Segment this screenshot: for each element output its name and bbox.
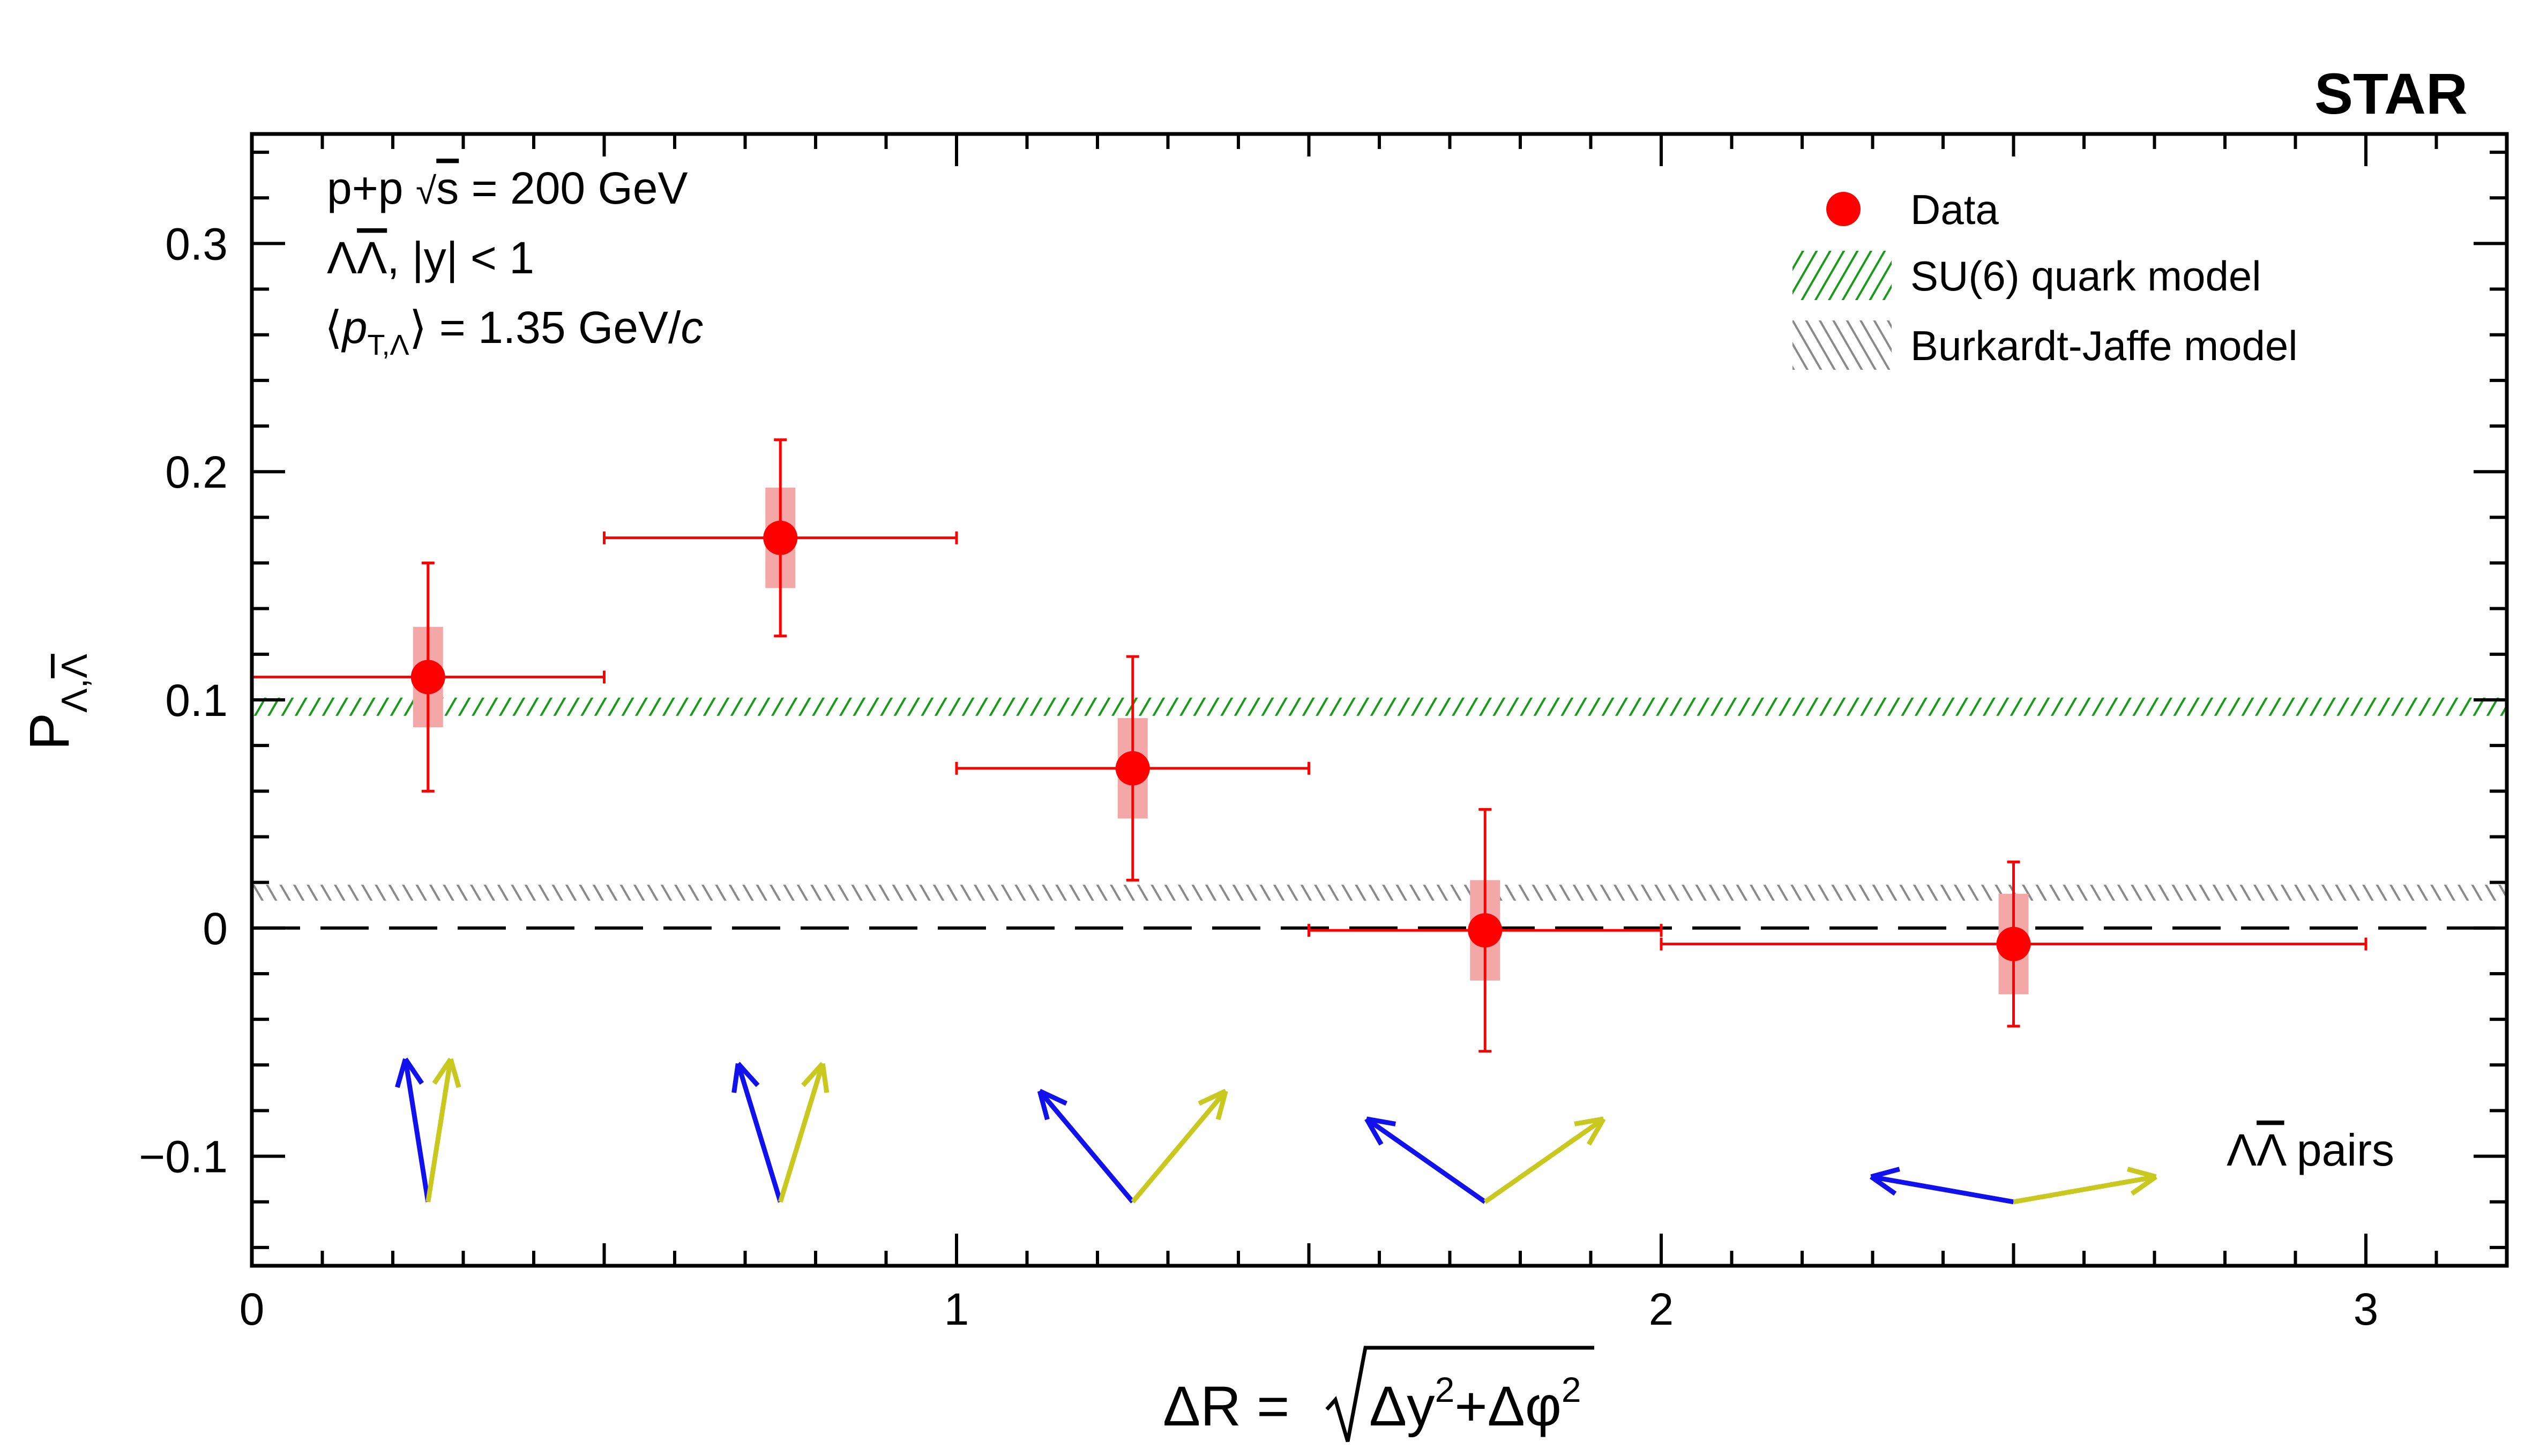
- data-point-1: [603, 438, 958, 638]
- lambda-arrow-2-head-0: [1039, 1088, 1067, 1106]
- legend-swatch-burkardt-jaffe: [1792, 320, 1892, 370]
- lambda-arrow-0-head-0: [403, 1057, 424, 1085]
- y-tick-label-4: 0.3: [165, 219, 228, 269]
- antilambda-arrow-2: [1131, 1088, 1228, 1204]
- antilambda-arrow-1-head-0: [820, 1063, 830, 1093]
- legend-marker-data: [1826, 192, 1861, 226]
- pairs-label: ΛΛ pairs: [2227, 1125, 2394, 1175]
- lambda-arrow-4-head-0: [1870, 1167, 1900, 1179]
- antilambda-arrow-2-shaft: [1131, 1089, 1228, 1204]
- antilambda-arrow-3: [1483, 1116, 1606, 1204]
- lambda-arrow-2: [1037, 1088, 1135, 1204]
- lambda-arrow-0-shaft: [403, 1058, 431, 1203]
- antilambda-arrow-1: [778, 1062, 830, 1203]
- lambda-arrow-4: [1870, 1167, 2014, 1205]
- su6-model-band: [252, 697, 2507, 716]
- lambda-arrow-1-shaft: [736, 1063, 783, 1203]
- info-rapidity: ΛΛ, |y| < 1: [327, 233, 534, 283]
- x-axis-label: ΔR = Δy2+Δφ2: [1163, 1346, 1594, 1442]
- data-marker-2: [1115, 751, 1150, 786]
- antilambda-arrow-2-head-0: [1215, 1090, 1228, 1121]
- svg-text:Δy2+Δφ2: Δy2+Δφ2: [1369, 1370, 1581, 1438]
- data-point-4: [1660, 860, 2367, 1028]
- legend-label-burkardt-jaffe: Burkardt-Jaffe model: [1910, 322, 2298, 369]
- lambda-arrow-0: [395, 1057, 431, 1203]
- lambda-arrow-4-shaft: [1870, 1174, 2014, 1205]
- y-tick-label-0: −0.1: [139, 1132, 228, 1182]
- lambda-arrow-1: [731, 1062, 783, 1203]
- lambda-arrow-3: [1364, 1116, 1487, 1204]
- burkardt-jaffe-model-band: [252, 884, 2507, 901]
- data-marker-1: [763, 520, 798, 555]
- antilambda-arrow-0-head-0: [448, 1058, 461, 1088]
- data-points: [250, 438, 2367, 1053]
- svg-text:ΔR =: ΔR =: [1163, 1375, 1289, 1438]
- legend-swatch-su6: [1792, 251, 1892, 300]
- info-pt: ⟨pT,Λ⟩ = 1.35 GeV/c: [325, 302, 703, 361]
- lambda-arrow-1-head-1: [731, 1063, 741, 1093]
- antilambda-arrow-1-head-1: [801, 1062, 825, 1087]
- data-point-3: [1308, 808, 1663, 1053]
- info-box: p+p √s = 200 GeV ΛΛ, |y| < 1 ⟨pT,Λ⟩ = 1.…: [325, 163, 703, 361]
- x-axis-ticks: 0 1 2 3: [240, 134, 2508, 1334]
- x-tick-label-0: 0: [240, 1284, 265, 1334]
- antilambda-arrow-2-head-1: [1198, 1088, 1227, 1106]
- legend-label-data: Data: [1910, 186, 1999, 233]
- info-collision: p+p √s = 200 GeV: [327, 163, 688, 213]
- antilambda-arrow-0-shaft: [425, 1058, 453, 1203]
- antilambda-arrow-4-head-0: [2130, 1175, 2157, 1196]
- lambda-arrow-1-head-0: [736, 1062, 760, 1087]
- antilambda-arrow-1-shaft: [778, 1063, 825, 1203]
- data-point-2: [955, 655, 1310, 882]
- data-point-0: [250, 562, 606, 793]
- brand-label: STAR: [2314, 61, 2468, 126]
- x-tick-label-1: 1: [944, 1284, 969, 1334]
- antilambda-arrow-3-head-1: [1574, 1116, 1604, 1126]
- x-tick-label-3: 3: [2354, 1284, 2379, 1334]
- lambda-arrow-0-head-1: [395, 1058, 408, 1088]
- y-tick-label-3: 0.2: [165, 447, 228, 497]
- antilambda-arrow-0: [425, 1057, 461, 1203]
- lambda-arrow-2-shaft: [1037, 1089, 1135, 1204]
- legend: Data SU(6) quark model Burkardt-Jaffe mo…: [1792, 186, 2298, 370]
- x-tick-label-2: 2: [1649, 1284, 1674, 1334]
- svg-text:PΛ,Λ: PΛ,Λ: [18, 654, 95, 750]
- antilambda-arrow-4-head-1: [2127, 1167, 2157, 1179]
- data-marker-4: [1996, 927, 2031, 961]
- y-axis-ticks: −0.1 0 0.1 0.2 0.3: [139, 151, 2507, 1249]
- lambda-arrow-3-shaft: [1365, 1117, 1487, 1204]
- model-bands: [252, 697, 2507, 901]
- lambda-arrow-2-head-1: [1037, 1090, 1050, 1121]
- y-axis-label: PΛ,Λ: [18, 654, 95, 750]
- antilambda-arrow-4-shaft: [2013, 1174, 2157, 1205]
- data-marker-3: [1468, 913, 1503, 948]
- y-tick-label-2: 0.1: [165, 675, 228, 726]
- lambda-arrow-4-head-1: [1870, 1175, 1897, 1196]
- y-tick-label-1: 0: [203, 904, 228, 954]
- legend-label-su6: SU(6) quark model: [1910, 252, 2261, 300]
- antilambda-arrow-3-shaft: [1483, 1117, 1605, 1204]
- antilambda-arrow-3-head-0: [1587, 1117, 1606, 1146]
- antilambda-arrow-4: [2013, 1167, 2157, 1205]
- antilambda-arrow-0-head-1: [432, 1057, 453, 1085]
- pair-diagrams: [395, 1057, 2157, 1205]
- data-marker-0: [410, 660, 445, 695]
- lambda-arrow-3-head-0: [1366, 1116, 1396, 1126]
- lambda-arrow-3-head-1: [1364, 1117, 1384, 1146]
